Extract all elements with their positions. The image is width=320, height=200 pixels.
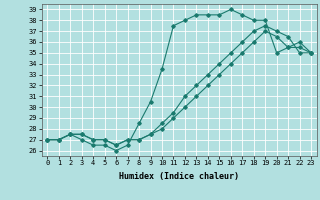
X-axis label: Humidex (Indice chaleur): Humidex (Indice chaleur): [119, 172, 239, 181]
